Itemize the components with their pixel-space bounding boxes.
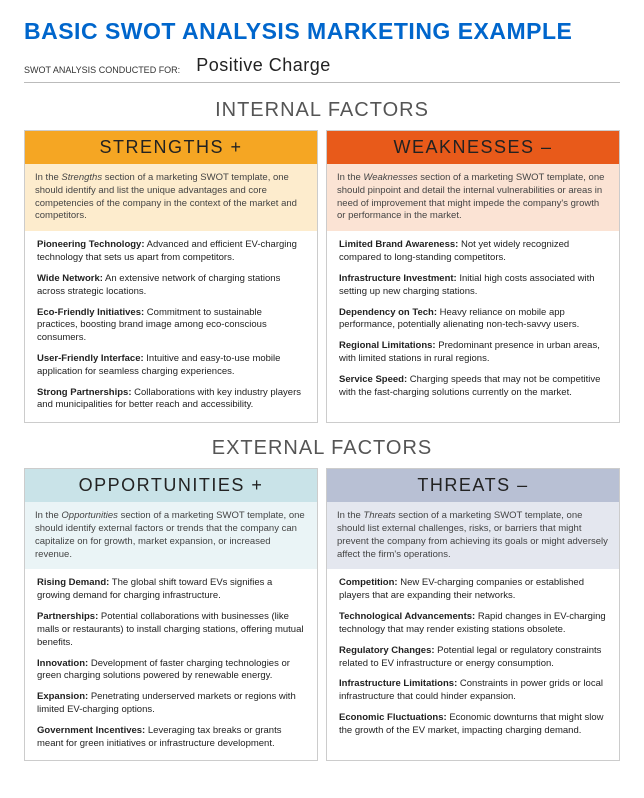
opportunities-quad: OPPORTUNITIES +In the Opportunities sect… (24, 468, 318, 761)
quad-header: WEAKNESSES – (327, 131, 619, 164)
list-item: Strong Partnerships: Collaborations with… (37, 387, 305, 413)
list-item: Partnerships: Potential collaborations w… (37, 611, 305, 649)
list-item: Regulatory Changes: Potential legal or r… (339, 645, 607, 671)
quad-items: Rising Demand: The global shift toward E… (25, 569, 317, 760)
subtitle-value: Positive Charge (196, 55, 331, 76)
quad-header: OPPORTUNITIES + (25, 469, 317, 502)
subtitle-row: SWOT ANALYSIS CONDUCTED FOR: Positive Ch… (24, 55, 620, 83)
weaknesses-quad: WEAKNESSES –In the Weaknesses section of… (326, 130, 620, 423)
quad-description: In the Threats section of a marketing SW… (327, 502, 619, 569)
quad-items: Pioneering Technology: Advanced and effi… (25, 231, 317, 422)
list-item: Technological Advancements: Rapid change… (339, 611, 607, 637)
list-item: Competition: New EV-charging companies o… (339, 577, 607, 603)
page-title: BASIC SWOT ANALYSIS MARKETING EXAMPLE (24, 18, 620, 45)
subtitle-label: SWOT ANALYSIS CONDUCTED FOR: (24, 65, 180, 76)
quad-header: THREATS – (327, 469, 619, 502)
list-item: Infrastructure Investment: Initial high … (339, 273, 607, 299)
quad-items: Limited Brand Awareness: Not yet widely … (327, 231, 619, 409)
quad-description: In the Strengths section of a marketing … (25, 164, 317, 231)
list-item: Regional Limitations: Predominant presen… (339, 340, 607, 366)
list-item: Innovation: Development of faster chargi… (37, 658, 305, 684)
threats-quad: THREATS –In the Threats section of a mar… (326, 468, 620, 761)
quad-items: Competition: New EV-charging companies o… (327, 569, 619, 747)
list-item: User-Friendly Interface: Intuitive and e… (37, 353, 305, 379)
list-item: Limited Brand Awareness: Not yet widely … (339, 239, 607, 265)
list-item: Government Incentives: Leveraging tax br… (37, 725, 305, 751)
list-item: Rising Demand: The global shift toward E… (37, 577, 305, 603)
list-item: Pioneering Technology: Advanced and effi… (37, 239, 305, 265)
list-item: Service Speed: Charging speeds that may … (339, 374, 607, 400)
external-grid: OPPORTUNITIES +In the Opportunities sect… (24, 468, 620, 761)
quad-description: In the Opportunities section of a market… (25, 502, 317, 569)
list-item: Infrastructure Limitations: Constraints … (339, 678, 607, 704)
list-item: Wide Network: An extensive network of ch… (37, 273, 305, 299)
quad-description: In the Weaknesses section of a marketing… (327, 164, 619, 231)
list-item: Eco-Friendly Initiatives: Commitment to … (37, 307, 305, 345)
internal-grid: STRENGTHS +In the Strengths section of a… (24, 130, 620, 423)
internal-heading: INTERNAL FACTORS (24, 99, 620, 122)
quad-header: STRENGTHS + (25, 131, 317, 164)
list-item: Expansion: Penetrating underserved marke… (37, 691, 305, 717)
strengths-quad: STRENGTHS +In the Strengths section of a… (24, 130, 318, 423)
list-item: Economic Fluctuations: Economic downturn… (339, 712, 607, 738)
list-item: Dependency on Tech: Heavy reliance on mo… (339, 307, 607, 333)
external-heading: EXTERNAL FACTORS (24, 437, 620, 460)
